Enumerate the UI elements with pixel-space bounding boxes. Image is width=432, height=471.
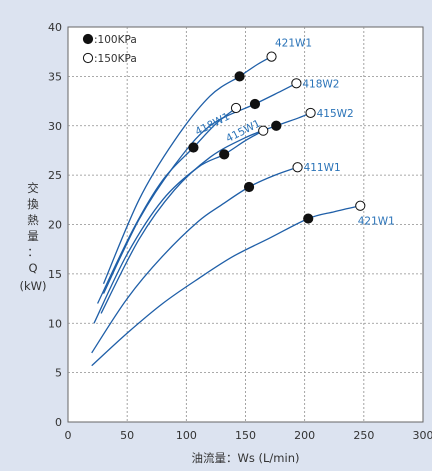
point-100kpa <box>243 181 255 193</box>
y-tick-label: 10 <box>48 317 62 330</box>
y-axis-label: Q <box>28 261 37 275</box>
series-label: 421W1 <box>358 216 395 228</box>
x-tick-label: 200 <box>294 429 315 442</box>
y-axis-label: ： <box>27 245 39 259</box>
point-150kpa <box>291 78 302 89</box>
y-tick-label: 0 <box>55 416 62 429</box>
x-axis-label: 油流量：Ws (L/min) <box>192 451 300 465</box>
series-label: 411W1 <box>304 162 341 174</box>
x-tick-label: 300 <box>413 429 432 442</box>
point-150kpa <box>258 125 269 136</box>
y-tick-label: 40 <box>48 21 62 34</box>
point-100kpa <box>234 71 245 82</box>
series-label: 421W1 <box>275 38 312 50</box>
x-tick-label: 150 <box>235 429 256 442</box>
x-tick-label: 50 <box>120 429 134 442</box>
y-tick-label: 35 <box>48 70 62 83</box>
point-150kpa <box>305 107 316 119</box>
point-150kpa <box>292 162 303 173</box>
series-line <box>102 56 272 285</box>
series-label: 418W2 <box>302 78 339 90</box>
y-tick-label: 25 <box>48 169 62 182</box>
legend-label: :150KPa <box>94 53 137 65</box>
point-100kpa <box>271 120 282 131</box>
y-tick-label: 15 <box>48 268 62 281</box>
legend-marker-open <box>82 52 94 64</box>
series-line <box>102 82 297 294</box>
legend-label: :100KPa <box>94 34 137 46</box>
point-150kpa <box>230 102 242 114</box>
y-axis-label: 熱 <box>27 213 39 227</box>
y-tick-label: 30 <box>48 120 62 133</box>
series-line <box>100 112 311 314</box>
y-axis-label: (kW) <box>19 279 46 293</box>
point-150kpa <box>266 51 277 62</box>
x-tick-label: 250 <box>353 429 374 442</box>
y-tick-label: 20 <box>48 219 62 232</box>
point-100kpa <box>249 98 261 110</box>
series-line <box>91 166 298 354</box>
y-axis-label: 換 <box>27 197 39 211</box>
point-100kpa <box>219 149 230 160</box>
point-100kpa <box>303 213 314 224</box>
series-line <box>91 205 361 367</box>
y-axis-label: 量 <box>27 229 39 243</box>
y-axis-label: 交 <box>27 181 39 195</box>
legend-marker-filled <box>82 33 94 45</box>
series-label: 415W2 <box>317 108 354 120</box>
y-tick-label: 5 <box>55 367 62 380</box>
point-150kpa <box>355 200 366 211</box>
point-100kpa <box>188 142 199 153</box>
x-tick-label: 100 <box>176 429 197 442</box>
x-tick-label: 0 <box>65 429 72 442</box>
